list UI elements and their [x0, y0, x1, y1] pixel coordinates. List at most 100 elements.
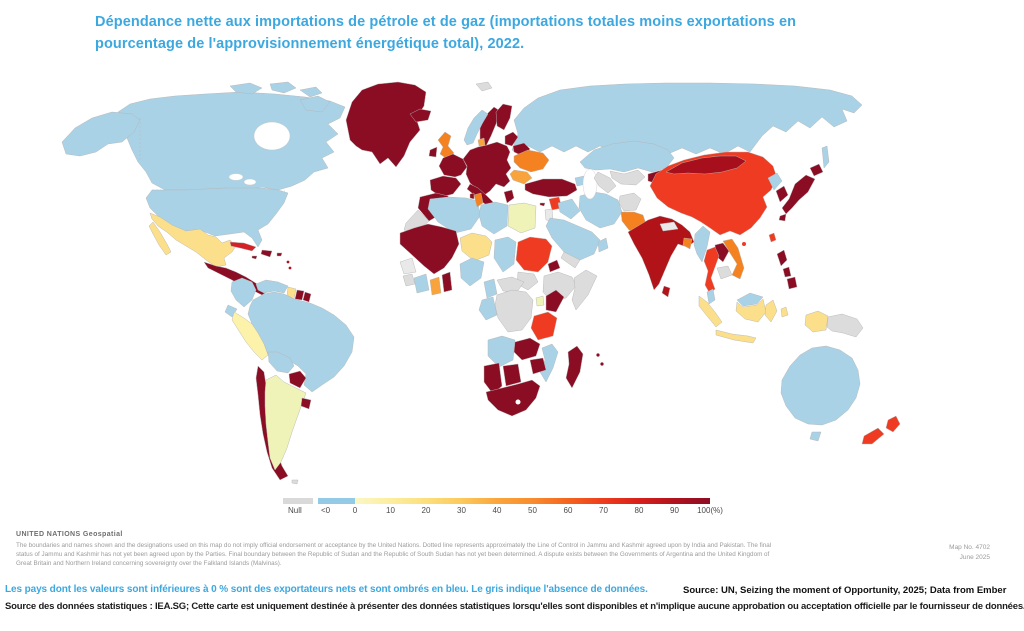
- country-alaska: [61, 111, 141, 157]
- country-venezuela: [255, 279, 289, 294]
- country-argentina: [264, 374, 307, 471]
- country-north-korea: [767, 172, 783, 191]
- country-malay-peninsula: [706, 288, 716, 305]
- country-nz-north: [885, 415, 901, 433]
- country-arctic-island-3: [299, 86, 323, 98]
- country-vietnam: [722, 238, 745, 280]
- country-togo-benin: [441, 271, 453, 293]
- legend-tick-20: 20: [421, 506, 431, 515]
- country-angola: [487, 335, 516, 368]
- country-lesotho: [515, 399, 521, 405]
- country-tasmania: [809, 431, 822, 442]
- country-botswana: [502, 363, 522, 387]
- country-cuba: [229, 241, 257, 252]
- country-uzbekistan: [609, 169, 646, 186]
- country-baffin-island: [299, 95, 331, 113]
- country-nigeria: [459, 257, 485, 287]
- country-iran: [578, 191, 623, 229]
- country-turkmenistan: [593, 171, 617, 194]
- country-baja: [148, 221, 172, 256]
- country-cambodia: [716, 265, 733, 280]
- country-zambia: [513, 337, 541, 361]
- country-sakhalin: [821, 145, 830, 169]
- country-png: [826, 313, 864, 338]
- country-japan-hokkaido: [809, 163, 824, 177]
- country-ecuador: [224, 304, 238, 318]
- source-french: Source des données statistiques : IEA.SG…: [5, 601, 1024, 612]
- country-svalbard: [475, 81, 493, 92]
- map-number: Map No. 4702: [949, 544, 990, 551]
- country-turkey: [524, 178, 578, 198]
- country-egypt: [507, 202, 537, 234]
- country-greenland: [345, 81, 427, 168]
- caspian-sea: [582, 168, 598, 200]
- map-title: Dépendance nette aux importations de pét…: [95, 11, 955, 56]
- country-ukraine: [513, 149, 550, 173]
- map-date: June 2025: [959, 553, 990, 561]
- country-uk: [437, 131, 455, 160]
- country-central-europe: [462, 141, 512, 197]
- country-sulawesi: [764, 299, 778, 323]
- country-paraguay: [288, 370, 307, 389]
- country-puerto-rico: [276, 252, 283, 257]
- legend-gradient: [355, 498, 710, 504]
- country-sardinia: [469, 192, 475, 200]
- country-antilles-2: [288, 266, 292, 270]
- country-japan-kyushu: [778, 213, 787, 222]
- country-hainan: [742, 242, 746, 246]
- country-eritrea: [547, 259, 561, 273]
- un-attribution: UNITED NATIONS Geospatial The boundaries…: [16, 530, 926, 569]
- country-gabon-congo: [478, 296, 498, 321]
- un-geospatial-label: UNITED NATIONS Geospatial: [16, 531, 123, 538]
- country-denmark: [477, 137, 486, 147]
- country-india: [627, 215, 695, 291]
- country-saudi: [545, 217, 601, 261]
- country-jamaica: [251, 255, 258, 260]
- country-zimbabwe: [529, 357, 547, 375]
- country-iraq: [557, 198, 581, 220]
- country-yemen: [560, 251, 581, 269]
- country-peru: [231, 311, 269, 361]
- great-lake-2: [243, 178, 257, 186]
- country-tunisia: [473, 192, 484, 208]
- legend-tick-100: 100(%): [697, 506, 723, 515]
- disclaimer-line2: status of Jammu and Kashmir has not yet …: [16, 551, 770, 559]
- country-bolivia: [267, 351, 295, 374]
- country-luzon: [776, 249, 788, 267]
- country-oman: [597, 237, 609, 253]
- country-france: [438, 153, 468, 178]
- country-myanmar: [693, 225, 711, 263]
- country-french-guiana: [302, 291, 312, 303]
- country-uruguay: [300, 397, 312, 410]
- country-japan-honshu: [781, 174, 816, 215]
- country-arctic-island-1: [229, 82, 263, 95]
- country-antilles-1: [286, 260, 290, 264]
- country-greece: [503, 189, 515, 204]
- country-ireland: [428, 146, 438, 158]
- legend: Null <0 0 10 20 30 40 50 60 70 80 90 100(%): [283, 497, 753, 521]
- country-sri-lanka: [661, 285, 671, 298]
- disclaimer-line3: Great Britain and Northern Ireland conce…: [16, 560, 282, 568]
- country-car: [496, 276, 525, 293]
- country-russia: [511, 82, 863, 156]
- country-finland: [495, 103, 513, 131]
- legend-tick-60: 60: [563, 506, 573, 515]
- country-reunion: [600, 362, 604, 366]
- country-sierra-liberia: [402, 273, 416, 287]
- country-south-korea: [775, 185, 789, 203]
- country-mauritius: [596, 353, 600, 357]
- legend-tick-40: 40: [492, 506, 502, 515]
- disclaimer-line1: The boundaries and names shown and the d…: [16, 542, 772, 550]
- country-norway: [463, 109, 489, 146]
- map-title-line1: Dépendance nette aux importations de pét…: [95, 14, 797, 30]
- border-us-canada: [139, 118, 286, 192]
- country-somalia: [571, 269, 598, 311]
- country-taiwan: [768, 232, 777, 243]
- country-nz-south: [861, 427, 885, 445]
- country-papua-idn: [804, 310, 829, 333]
- country-chad: [493, 236, 517, 273]
- country-cameroon: [483, 278, 498, 299]
- country-afghanistan: [618, 192, 642, 212]
- country-bangladesh: [682, 237, 693, 250]
